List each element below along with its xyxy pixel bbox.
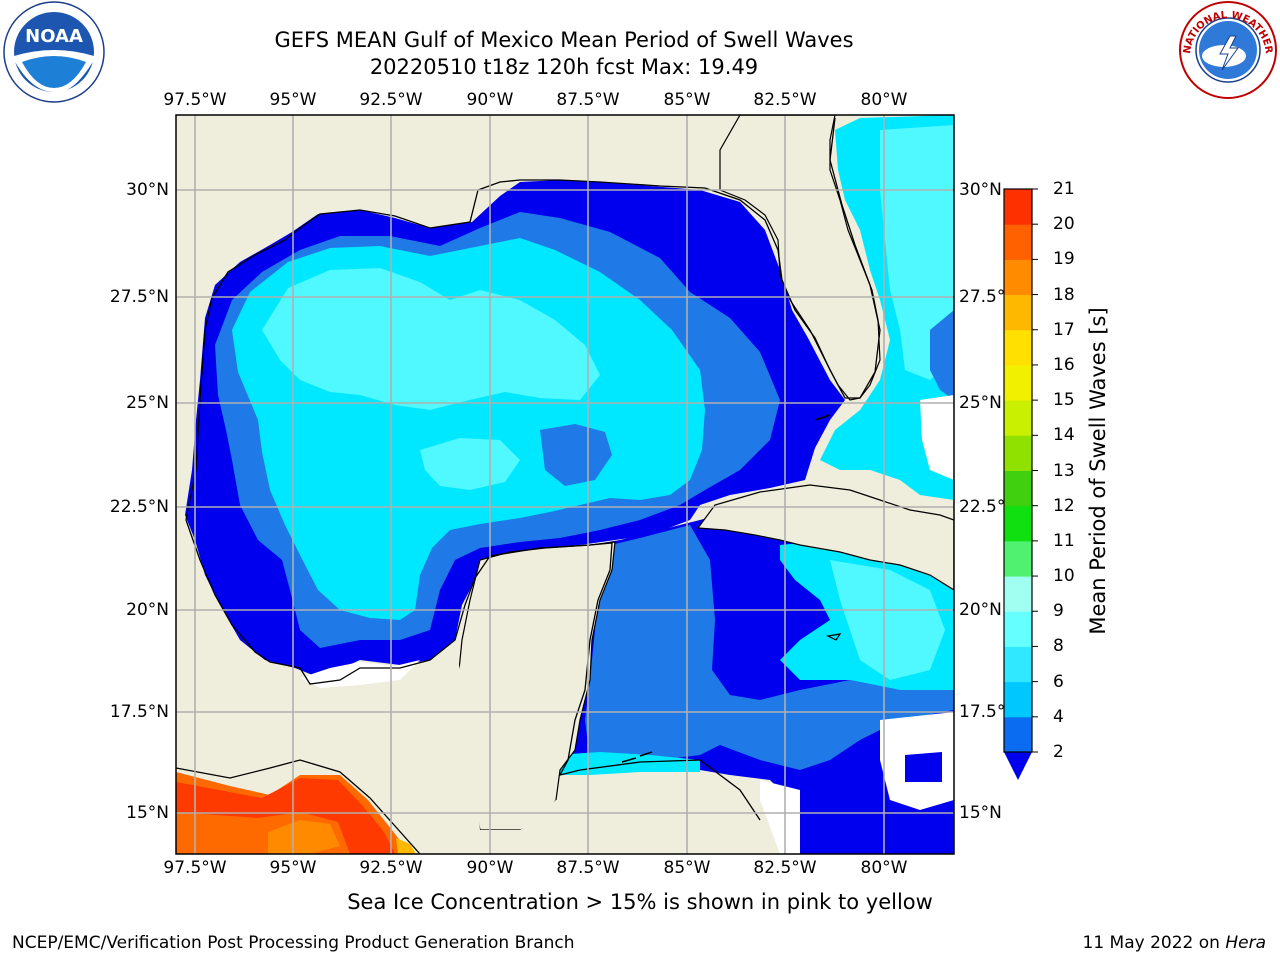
colorbar-segment bbox=[1004, 400, 1032, 436]
colorbar-under-triangle bbox=[1004, 752, 1032, 780]
nodata-patch bbox=[920, 395, 954, 480]
colorbar-tick-label: 19 bbox=[1053, 249, 1075, 270]
lon-tick-bottom: 80°W bbox=[860, 858, 908, 878]
colorbar-tick-label: 9 bbox=[1053, 601, 1064, 622]
lon-tick-top: 82.5°W bbox=[753, 90, 817, 110]
lat-tick-right: 20°N bbox=[959, 600, 1002, 620]
caribbean-light-cyan bbox=[830, 560, 945, 680]
lon-tick-top: 95°W bbox=[269, 90, 317, 110]
lat-tick-right: 15°N bbox=[959, 803, 1002, 823]
colorbar-segment bbox=[1004, 435, 1032, 471]
lon-tick-top: 85°W bbox=[663, 90, 711, 110]
keys-coastline bbox=[621, 414, 831, 763]
lon-tick-bottom: 97.5°W bbox=[163, 858, 227, 878]
lon-tick-top: 87.5°W bbox=[556, 90, 620, 110]
gulf-mid-pocket bbox=[540, 424, 612, 486]
cuba-land bbox=[696, 484, 954, 591]
sea-ice-note: Sea Ice Concentration > 15% is shown in … bbox=[347, 890, 933, 914]
colorbar-label: Mean Period of Swell Waves [s] bbox=[1086, 307, 1110, 635]
lat-tick-left: 27.5°N bbox=[109, 287, 169, 307]
colorbar-segment bbox=[1004, 611, 1032, 647]
colorbar-segment bbox=[1004, 470, 1032, 507]
colorbar-segment bbox=[1004, 329, 1032, 366]
nws-logo: NATIONAL WEATHER SERVICE bbox=[1176, 0, 1277, 99]
colorbar-tick-label: 14 bbox=[1053, 425, 1075, 446]
lon-tick-bottom: 82.5°W bbox=[753, 858, 817, 878]
map-frame bbox=[175, 114, 955, 855]
colorbar-tick-label: 21 bbox=[1053, 179, 1075, 199]
colorbar-tick-label: 20 bbox=[1053, 214, 1075, 235]
lat-tick-right: 17.5°N bbox=[959, 702, 1019, 722]
lat-tick-right: 27.5°N bbox=[959, 287, 1019, 307]
gulf-light-cyan bbox=[262, 268, 600, 410]
lon-tick-top: 92.5°W bbox=[359, 90, 423, 110]
host-name: Hera bbox=[1225, 933, 1266, 953]
lat-tick-right: 22.5°N bbox=[959, 497, 1019, 517]
date-label: 11 May 2022 on bbox=[1082, 933, 1226, 953]
lat-tick-left: 30°N bbox=[126, 180, 169, 200]
colorbar-segment bbox=[1004, 224, 1032, 260]
colorbar-tick-label: 10 bbox=[1053, 566, 1075, 587]
lat-tick-left: 25°N bbox=[126, 393, 169, 413]
pacific-yellow-front bbox=[396, 838, 416, 854]
colorbar-tick-label: 16 bbox=[1053, 354, 1075, 375]
date-text: 11 May 2022 on Hera bbox=[1083, 933, 1267, 953]
jamaica-outline bbox=[826, 633, 842, 641]
colorbar-tick-label: 17 bbox=[1053, 319, 1075, 340]
lat-tick-left: 22.5°N bbox=[109, 497, 169, 517]
colorbar-tick-label: 2 bbox=[1053, 742, 1064, 762]
lon-tick-bottom: 90°W bbox=[466, 858, 514, 878]
colorbar-segment bbox=[1004, 364, 1032, 401]
gulf-light-cyan-2 bbox=[420, 438, 520, 490]
colorbar-tick-label: 4 bbox=[1053, 706, 1064, 727]
lon-tick-top: 97.5°W bbox=[163, 90, 227, 110]
colorbar-tick-label: 8 bbox=[1053, 636, 1064, 657]
lon-tick-top: 80°W bbox=[860, 90, 908, 110]
graticule bbox=[176, 115, 954, 854]
lon-tick-bottom: 95°W bbox=[269, 858, 317, 878]
colorbar-segment bbox=[1004, 540, 1032, 577]
deep-blue-patch bbox=[905, 752, 942, 782]
lon-tick-top: 90°W bbox=[466, 90, 514, 110]
colorbar-segment bbox=[1004, 646, 1032, 683]
colorbar-segment bbox=[1004, 681, 1032, 718]
colorbar-segment bbox=[1004, 294, 1032, 331]
noaa-logo: NOAA bbox=[3, 1, 105, 103]
colorbar-tick-label: 12 bbox=[1053, 495, 1075, 516]
lat-tick-right: 25°N bbox=[959, 393, 1002, 413]
lon-tick-bottom: 92.5°W bbox=[359, 858, 423, 878]
colorbar-tick-label: 11 bbox=[1053, 530, 1075, 551]
colorbar-tick-label: 13 bbox=[1053, 460, 1075, 481]
lat-tick-left: 17.5°N bbox=[109, 702, 169, 722]
atlantic-light-cyan bbox=[880, 125, 954, 380]
colorbar-segment bbox=[1004, 576, 1032, 612]
credit-text: NCEP/EMC/Verification Post Processing Pr… bbox=[12, 933, 575, 953]
lat-tick-left: 15°N bbox=[126, 803, 169, 823]
caribbean-mid-water bbox=[585, 525, 954, 770]
colorbar-tick-label: 15 bbox=[1053, 390, 1075, 411]
lat-tick-right: 30°N bbox=[959, 180, 1002, 200]
atlantic-mid-blue bbox=[930, 310, 954, 400]
colorbar-segment bbox=[1004, 505, 1032, 542]
colorbar-tick-label: 6 bbox=[1053, 671, 1064, 692]
svg-text:NOAA: NOAA bbox=[25, 26, 83, 47]
pacific-red-front bbox=[176, 778, 395, 854]
map-subtitle: 20220510 t18z 120h fcst Max: 19.49 bbox=[369, 55, 759, 79]
colorbar-segment bbox=[1004, 259, 1032, 296]
gulf-coastline bbox=[185, 117, 881, 521]
colorbar-segment bbox=[1004, 716, 1032, 753]
lat-tick-left: 20°N bbox=[126, 600, 169, 620]
colorbar-tick-label: 18 bbox=[1053, 284, 1075, 305]
lon-tick-bottom: 87.5°W bbox=[556, 858, 620, 878]
pacific-core-front bbox=[268, 820, 340, 854]
central-america-land bbox=[430, 785, 780, 854]
map-title: GEFS MEAN Gulf of Mexico Mean Period of … bbox=[274, 28, 854, 52]
lon-tick-bottom: 85°W bbox=[663, 858, 711, 878]
colorbar-segment bbox=[1004, 189, 1032, 225]
